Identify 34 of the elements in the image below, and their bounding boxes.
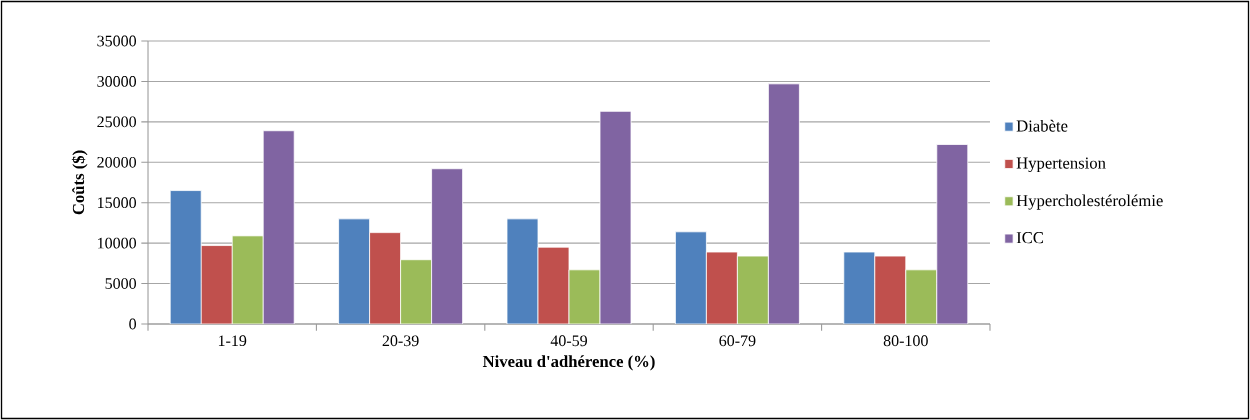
bar [706,251,738,324]
bar [369,232,402,324]
bar [675,231,707,324]
y-tick-label: 35000 [97,35,137,47]
bar [169,190,202,324]
y-tick-label: 20000 [97,156,137,168]
legend-label: Hypercholestérolémie [1016,194,1163,210]
bar [200,245,233,324]
bar [338,218,370,324]
y-tick-label: 25000 [97,116,137,128]
y-tick-label: 10000 [98,237,137,249]
legend-label: Hypertension [1016,157,1106,173]
legend-label: Diabète [1016,119,1068,132]
bar [537,246,570,324]
y-axis-title: Coûts ($) [71,150,88,215]
x-tick-label: 1-19 [218,335,247,347]
x-tick-label: 40-59 [550,335,587,347]
y-tick-label: 15000 [98,197,137,209]
y-tick-label: 5000 [105,278,137,289]
y-tick-label: 0 [129,318,137,330]
bar [231,235,264,324]
bar [905,269,938,324]
legend-label: ICC [1016,232,1044,244]
x-tick-label: 80-100 [883,335,928,347]
bar [568,269,601,324]
x-tick-label: 20-39 [382,335,419,347]
bar [506,218,539,324]
bar [843,251,876,324]
bar [400,259,433,324]
x-axis-title: Niveau d'adhérence (%) [482,355,655,371]
x-tick-label: 60-79 [719,335,756,347]
bar [874,255,907,324]
y-tick-label: 30000 [97,76,137,87]
bar [737,255,769,324]
